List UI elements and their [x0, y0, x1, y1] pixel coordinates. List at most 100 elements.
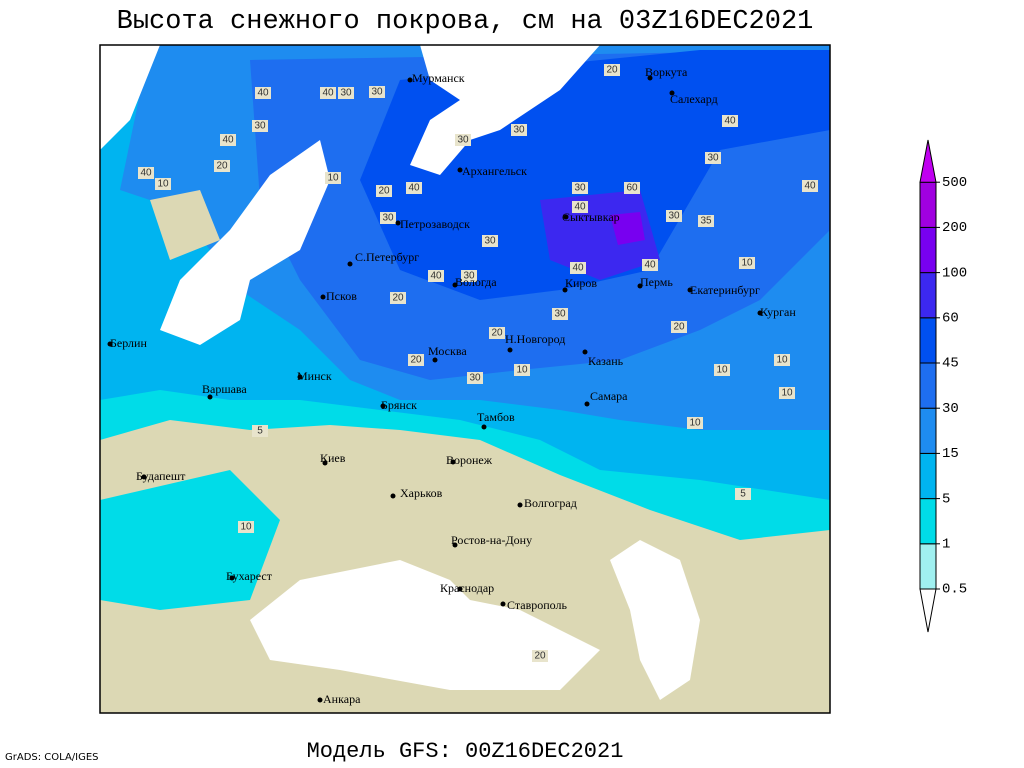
- legend-bin: [919, 226, 937, 274]
- city-label: Казань: [588, 354, 624, 368]
- contour-label-bg: [320, 87, 336, 99]
- city-dot: [320, 294, 326, 300]
- city-label: Вологда: [455, 275, 497, 289]
- land: [150, 190, 220, 260]
- city-dot: [452, 282, 458, 288]
- contour-label-bg: [552, 308, 568, 320]
- contour-label: 40: [408, 183, 420, 194]
- contour-label-bg: [238, 521, 254, 533]
- city-dot: [563, 214, 569, 220]
- contour-label-bg: [532, 650, 548, 662]
- contour-label: 40: [574, 202, 586, 213]
- contour-label: 30: [254, 121, 266, 132]
- contour-label: 30: [484, 236, 496, 247]
- contour-label: 30: [463, 271, 475, 282]
- city-dot: [457, 586, 463, 592]
- city-label: Н.Новгород: [505, 332, 565, 346]
- contour-label: 10: [689, 418, 701, 429]
- legend-bin: [919, 181, 937, 228]
- contour-label: 30: [513, 125, 525, 136]
- contour-label: 30: [371, 87, 383, 98]
- sea: [100, 45, 160, 150]
- contour-label-bg: [482, 235, 498, 247]
- city-dot: [107, 341, 113, 347]
- city-dot: [407, 77, 413, 83]
- contour-label-bg: [687, 417, 703, 429]
- city-dot: [507, 347, 513, 353]
- legend-label: 1: [942, 537, 950, 553]
- city-dot: [432, 357, 438, 363]
- contour-label-bg: [408, 354, 424, 366]
- contour-label-bg: [369, 86, 385, 98]
- contour-label-bg: [390, 292, 406, 304]
- city-dot: [500, 601, 506, 607]
- map-frame: [99, 44, 831, 714]
- contour-label-bg: [570, 262, 586, 274]
- city-label: Москва: [428, 344, 467, 358]
- legend-bin: [919, 588, 937, 633]
- contour-label: 5: [257, 426, 263, 437]
- contour-label: 10: [781, 388, 793, 399]
- contour-label: 10: [716, 365, 728, 376]
- city-dot: [687, 287, 693, 293]
- city-label: Сыктывкар: [562, 210, 620, 224]
- contour-label-bg: [666, 210, 682, 222]
- contour-label: 30: [668, 211, 680, 222]
- contour-label-bg: [338, 87, 354, 99]
- contour-label: 20: [216, 161, 228, 172]
- contour-label: 30: [574, 183, 586, 194]
- contour-label-bg: [802, 180, 818, 192]
- legend-bin: [919, 317, 937, 364]
- credit: GrADS: COLA/IGES: [5, 752, 99, 763]
- city-dot: [669, 90, 675, 96]
- contour-label: 10: [327, 173, 339, 184]
- city-dot: [450, 459, 456, 465]
- contour-label: 40: [322, 88, 334, 99]
- contour-label: 30: [340, 88, 352, 99]
- contour-label-bg: [428, 270, 444, 282]
- legend-bin: [919, 362, 937, 409]
- contour-label-bg: [380, 212, 396, 224]
- city-label: Воркута: [645, 65, 688, 79]
- contour-label-bg: [779, 387, 795, 399]
- city-dot: [637, 283, 643, 289]
- city-dot: [562, 287, 568, 293]
- contour-label: 10: [157, 179, 169, 190]
- contour-label-bg: [671, 321, 687, 333]
- contour-labels: 40 40 30 30 30 40 30 30 20 40 30 40 10 20 40 10 20 40 30 60…: [138, 64, 818, 662]
- contour-label: 20: [392, 293, 404, 304]
- contour-label-bg: [514, 364, 530, 376]
- snow-zone: [100, 470, 280, 610]
- contour-label-bg: [774, 354, 790, 366]
- city-dot: [517, 502, 523, 508]
- contour-label-bg: [406, 182, 422, 194]
- city-label: Воронеж: [446, 453, 493, 467]
- contour-label: 10: [741, 258, 753, 269]
- city-label: Курган: [760, 305, 796, 319]
- city-label: Будапешт: [136, 469, 186, 483]
- contour-label: 40: [724, 116, 736, 127]
- contour-label: 20: [491, 328, 503, 339]
- contour-label-bg: [698, 215, 714, 227]
- contour-label: 30: [457, 135, 469, 146]
- legend-bin: [919, 498, 937, 545]
- sea: [250, 560, 600, 690]
- city-label: Брянск: [381, 398, 417, 412]
- contour-label: 20: [534, 651, 546, 662]
- cities: Мурманск Воркута Салехард Архангельск Сыктыв…: [107, 65, 796, 706]
- city-label: Ставрополь: [507, 598, 567, 612]
- snow-zone: [610, 212, 645, 245]
- contour-label: 40: [572, 263, 584, 274]
- contour-label: 20: [378, 186, 390, 197]
- contour-label: 30: [382, 213, 394, 224]
- city-label: Самара: [590, 389, 628, 403]
- city-dot: [347, 261, 353, 267]
- contour-label-bg: [455, 134, 471, 146]
- legend-label: 100: [942, 265, 967, 281]
- contour-label-bg: [255, 87, 271, 99]
- legend-bin: [919, 452, 937, 500]
- city-label: Варшава: [202, 382, 247, 396]
- contour-label-bg: [138, 167, 154, 179]
- contour-label: 60: [626, 183, 638, 194]
